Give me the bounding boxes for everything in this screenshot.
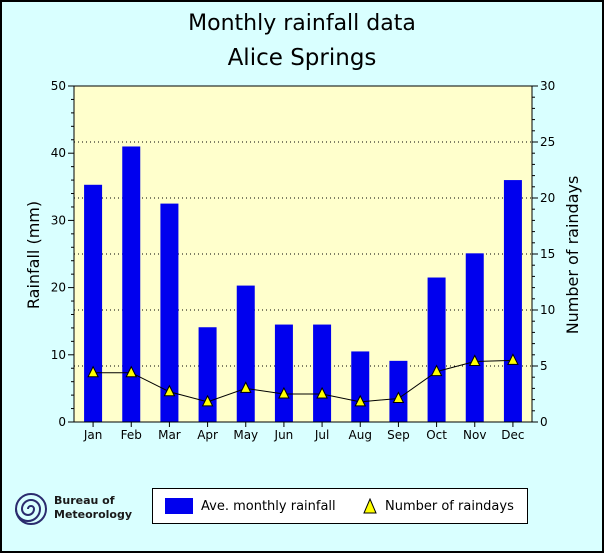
raindays-marker-mar [163,384,176,397]
x-tick-label: Feb [121,428,142,442]
y2-tick-label: 10 [540,303,555,317]
bar-oct [427,277,446,422]
bar-dec [503,180,522,422]
y2-tick-label: 30 [540,79,555,93]
legend-item-raindays: Number of raindays [363,489,514,523]
y2-tick-label: 20 [540,191,555,205]
x-tick-label: Sep [387,428,410,442]
y-tick-label: 30 [51,213,66,227]
bar-aug [351,351,370,422]
chart-title: Monthly rainfall data [188,11,416,36]
x-tick-label: May [233,428,258,442]
swirl-logo-icon [15,493,47,525]
raindays-marker-dec [507,353,519,365]
x-tick-label: Aug [349,428,372,442]
legend-item-rainfall: Ave. monthly rainfall [165,489,336,523]
raindays-marker-sep [392,391,405,403]
x-tick-label: Jul [314,428,329,442]
x-tick-label: Jan [83,428,103,442]
y-tick-label: 10 [51,348,66,362]
raindays-marker-may [239,381,252,393]
x-tick-label: Nov [463,428,486,442]
bom-logo: Bureau of Meteorology [14,492,154,528]
legend: Ave. monthly rainfall Number of raindays [152,488,528,524]
raindays-line [93,359,513,403]
raindays-marker-apr [201,394,214,407]
bar-mar [160,203,179,422]
y2-tick-label: 0 [540,415,548,429]
y-tick-label: 0 [58,415,66,429]
legend-bar-swatch [165,498,193,514]
x-tick-label: Oct [426,428,447,442]
bar-jan [84,184,103,422]
logo-line-1: Bureau of [54,494,115,507]
bar-jun [274,324,293,422]
bar-apr [198,327,217,422]
y2-axis-label: Number of raindays [563,176,582,335]
y-tick-label: 40 [51,146,66,160]
raindays-marker-feb [125,365,138,378]
raindays-marker-oct [430,364,443,377]
y-tick-label: 20 [51,281,66,295]
logo-line-2: Meteorology [54,508,133,521]
x-tick-label: Dec [501,428,524,442]
y2-tick-label: 15 [540,247,555,261]
x-tick-label: Jun [274,428,294,442]
bar-jul [313,324,332,422]
x-tick-label: Apr [197,428,218,442]
y2-tick-label: 25 [540,135,555,149]
triangle-marker-icon [363,498,377,514]
y-axis-label: Rainfall (mm) [24,201,43,309]
x-tick-label: Mar [158,428,181,442]
legend-label-rainfall: Ave. monthly rainfall [201,498,336,514]
raindays-marker-jul [316,386,328,399]
bar-may [236,285,255,422]
raindays-marker-jan [87,365,99,378]
raindays-marker-aug [354,394,367,407]
y-tick-label: 50 [51,79,66,93]
y2-tick-label: 5 [540,359,548,373]
bar-feb [122,146,141,423]
bar-nov [465,253,484,422]
raindays-marker-jun [278,386,290,399]
legend-label-raindays: Number of raindays [385,498,514,514]
chart-subtitle: Alice Springs [228,45,377,71]
raindays-marker-nov [468,354,481,367]
